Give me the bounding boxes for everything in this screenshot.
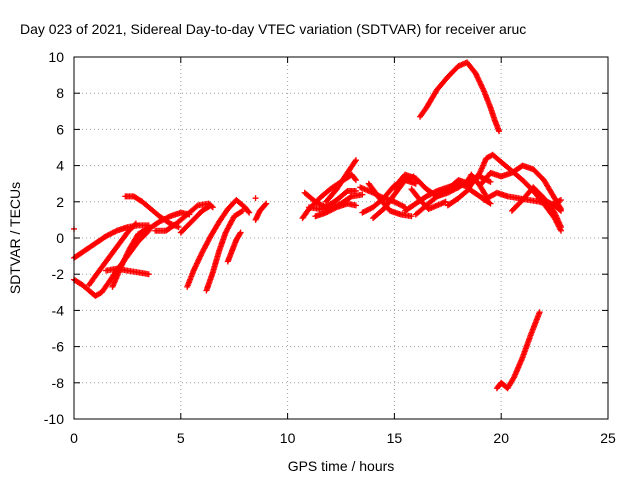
data-point <box>352 157 359 164</box>
data-point <box>238 208 245 215</box>
data-point <box>193 203 200 210</box>
y-tick-label: -4 <box>52 302 65 318</box>
series-track-11 <box>203 207 246 294</box>
y-tick-label: 10 <box>48 49 64 65</box>
data-point <box>486 199 493 206</box>
data-point <box>352 158 359 165</box>
data-point <box>112 228 119 235</box>
data-point <box>206 203 213 210</box>
data-point <box>359 191 366 198</box>
x-tick-label: 15 <box>387 430 403 446</box>
data-point <box>496 128 503 135</box>
axis-ticks <box>73 56 609 420</box>
data-point <box>487 178 494 185</box>
series-track-02 <box>71 227 152 299</box>
series-track-34 <box>530 187 565 234</box>
y-tick-label: 0 <box>56 230 64 246</box>
x-tick-label: 0 <box>70 430 78 446</box>
series-track-17 <box>323 157 359 205</box>
series-track-26 <box>412 177 473 218</box>
series-track-25 <box>408 186 449 213</box>
y-tick-label: -6 <box>52 339 65 355</box>
series-track-05 <box>109 225 150 290</box>
series-track-06 <box>122 193 182 231</box>
data-point <box>487 200 494 207</box>
data-point <box>352 202 359 209</box>
data-point <box>237 229 244 236</box>
series-track-35 <box>493 309 543 392</box>
data-point <box>263 200 270 207</box>
data-point <box>236 230 243 237</box>
x-tick-label: 20 <box>493 430 509 446</box>
series-track-10 <box>184 196 253 290</box>
x-tick-label: 10 <box>280 430 296 446</box>
y-tick-label: 6 <box>56 121 64 137</box>
grid <box>74 57 608 419</box>
series-track-09 <box>177 202 214 236</box>
data-series <box>71 59 565 392</box>
y-tick-label: 8 <box>56 85 64 101</box>
series-track-12 <box>224 229 244 265</box>
data-point <box>165 213 172 220</box>
data-point <box>145 271 152 278</box>
y-tick-label: 4 <box>56 158 64 174</box>
y-axis-label: SDTVAR / TECUs <box>7 182 23 294</box>
data-point <box>442 198 449 205</box>
data-point <box>252 195 259 202</box>
x-tick-labels: 0 5 10 15 20 25 <box>70 430 616 446</box>
data-point <box>558 227 565 234</box>
data-point <box>486 178 493 185</box>
data-point <box>558 196 565 203</box>
data-point <box>239 207 246 214</box>
data-point <box>556 197 563 204</box>
y-tick-label: -8 <box>52 375 65 391</box>
data-point <box>536 309 543 316</box>
y-tick-label: -10 <box>44 411 64 427</box>
data-point <box>131 221 138 228</box>
x-axis-label: GPS time / hours <box>288 458 395 474</box>
series-track-13 <box>252 200 270 223</box>
data-point <box>408 213 415 220</box>
chart-title: Day 023 of 2021, Sidereal Day-to-day VTE… <box>20 21 526 37</box>
data-point <box>432 188 439 195</box>
data-point <box>173 220 180 227</box>
data-point <box>347 194 354 201</box>
data-point <box>352 177 359 184</box>
series-track-27 <box>417 59 503 135</box>
data-point <box>412 180 419 187</box>
data-point <box>245 208 252 215</box>
plot-frame <box>73 56 609 420</box>
data-point <box>400 203 407 210</box>
data-point <box>246 209 253 216</box>
y-tick-label: 2 <box>56 194 64 210</box>
data-point <box>332 204 339 211</box>
x-tick-label: 25 <box>600 430 616 446</box>
series-track-18 <box>312 200 359 220</box>
x-tick-label: 5 <box>177 430 185 446</box>
data-point <box>352 175 359 182</box>
series-track-03 <box>85 220 139 289</box>
data-point <box>262 201 269 208</box>
data-point <box>207 202 214 209</box>
y-tick-label: -2 <box>52 266 65 282</box>
data-point <box>558 206 565 213</box>
y-tick-labels: -10 -8 -6 -4 -2 0 2 4 6 8 10 <box>44 49 64 427</box>
data-point <box>132 220 139 227</box>
data-point <box>175 224 182 231</box>
data-point <box>557 204 564 211</box>
